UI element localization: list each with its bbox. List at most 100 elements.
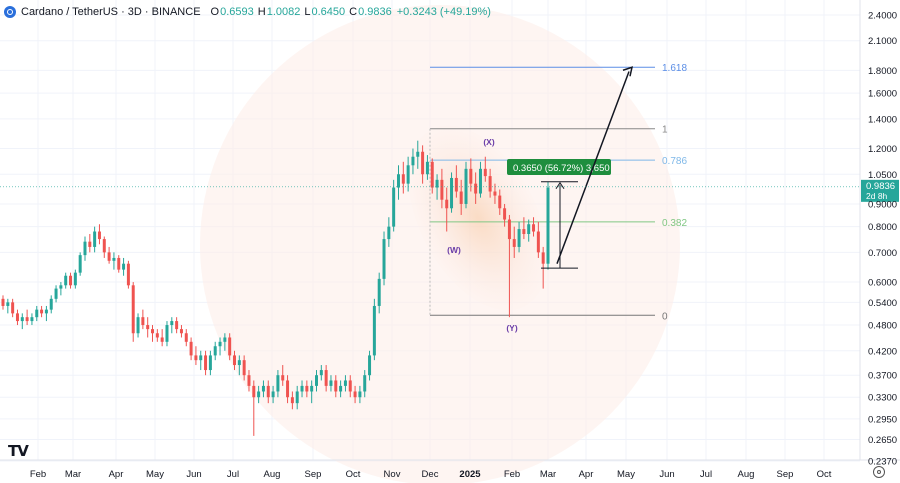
candle: [358, 385, 362, 404]
candle: [20, 313, 24, 330]
candle-body: [358, 391, 362, 398]
candle: [175, 317, 179, 334]
candle-body: [40, 309, 44, 314]
candle-body: [228, 337, 232, 356]
candle-body: [257, 391, 261, 398]
candle: [401, 161, 405, 194]
candle-body: [165, 325, 169, 342]
candle-body: [532, 224, 536, 232]
candle: [310, 380, 314, 404]
candle: [266, 380, 270, 404]
candle: [160, 329, 164, 347]
measure-badge[interactable]: 0.3650 (56.72%) 3,650: [507, 159, 611, 175]
candle-body: [396, 174, 400, 188]
projection-arrow-head-icon: [622, 66, 634, 77]
candle-body: [527, 224, 531, 235]
candle: [464, 161, 468, 209]
candle-body: [464, 168, 468, 204]
time-tick-label: Jun: [186, 469, 201, 480]
candle-body: [25, 317, 29, 322]
symbol-title[interactable]: Cardano / TetherUS · 3D · BINANCE: [21, 6, 201, 18]
candle: [522, 217, 526, 240]
candle: [319, 365, 323, 381]
candle: [88, 234, 92, 253]
candle-body: [160, 337, 164, 342]
candle: [507, 214, 511, 318]
candle-body: [459, 191, 463, 204]
candle: [286, 375, 290, 404]
candle: [146, 317, 150, 338]
candle-body: [300, 385, 304, 392]
candle-body: [122, 263, 126, 270]
candle: [454, 165, 458, 198]
time-tick-label: Apr: [579, 469, 594, 480]
candle-body: [213, 346, 217, 356]
time-tick-label: Oct: [346, 469, 361, 480]
time-tick-label: Aug: [264, 469, 281, 480]
cardano-logo-icon: [4, 6, 16, 18]
candle-body: [474, 183, 478, 194]
settings-gear-icon[interactable]: [873, 466, 885, 478]
candle-body: [204, 355, 208, 371]
measure-arrow-icon: [555, 181, 565, 190]
candle-body: [271, 391, 275, 398]
candle: [54, 285, 58, 303]
fib-level-label: 0.786: [662, 156, 687, 167]
candle: [213, 341, 217, 361]
candle: [78, 252, 82, 276]
candle-body: [170, 321, 174, 326]
candle-body: [445, 199, 449, 209]
candle: [6, 298, 10, 314]
candle-body: [522, 229, 526, 235]
candle-body: [73, 272, 77, 286]
candle: [151, 325, 155, 342]
candle-body: [343, 380, 347, 386]
candle: [107, 246, 111, 264]
fib-level-label: 1: [662, 125, 668, 136]
candle: [348, 375, 352, 398]
candle-body: [286, 380, 290, 398]
candle-body: [218, 341, 222, 347]
candle-body: [281, 375, 285, 381]
candle-body: [141, 317, 145, 326]
candle: [300, 380, 304, 398]
candle-body: [377, 278, 381, 306]
candle: [233, 350, 236, 371]
candle-body: [503, 208, 507, 220]
time-tick-label: Jul: [700, 469, 712, 480]
projection-arrow-line[interactable]: [556, 71, 630, 264]
candle: [430, 158, 434, 194]
candle: [59, 282, 63, 296]
time-tick-label: Apr: [109, 469, 124, 480]
candle-body: [247, 375, 251, 386]
tradingview-logo-icon[interactable]: T𝗩: [8, 442, 29, 460]
candle: [208, 350, 212, 376]
close-value: 0.9836: [358, 6, 392, 18]
candle: [122, 257, 126, 276]
high-value: 1.0082: [266, 6, 301, 18]
candle-body: [184, 333, 188, 342]
candle: [179, 325, 183, 338]
price-tick-label: 1.8000: [868, 66, 897, 77]
open-label: O: [210, 6, 220, 18]
candle-body: [93, 231, 97, 247]
candle: [305, 380, 309, 398]
candle-body: [155, 333, 159, 338]
candle: [44, 305, 48, 322]
time-tick-label: Jul: [227, 469, 239, 480]
candle: [83, 236, 87, 261]
candle-body: [406, 165, 410, 184]
candle-body: [536, 231, 540, 253]
candlestick-series: [1, 140, 550, 436]
candle: [343, 375, 347, 392]
candle-body: [498, 195, 502, 209]
time-tick-label: Jun: [659, 469, 674, 480]
candle-body: [59, 285, 63, 289]
candle-body: [430, 161, 434, 188]
price-tick-label: 2.1000: [868, 36, 897, 47]
candle-body: [175, 321, 179, 330]
